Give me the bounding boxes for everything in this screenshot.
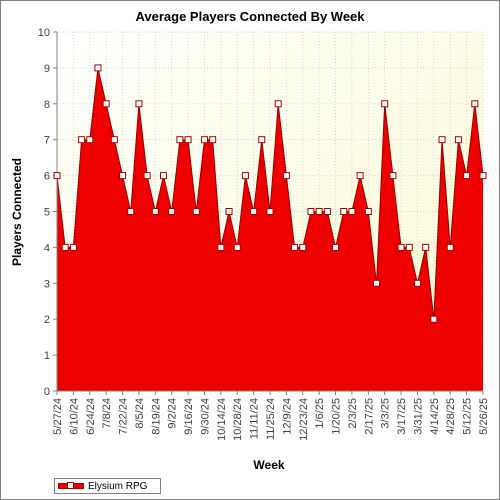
data-point	[160, 172, 167, 180]
y-tick-label: 5	[44, 207, 50, 219]
data-point	[86, 136, 94, 144]
data-point	[135, 100, 143, 108]
data-point	[184, 136, 192, 144]
x-tick-label: 9/16/24	[183, 398, 195, 435]
x-tick-label: 2/3/25	[347, 398, 359, 429]
data-point	[299, 243, 307, 251]
data-point	[405, 243, 413, 251]
x-tick-label: 11/11/24	[249, 398, 261, 439]
data-point	[250, 208, 258, 215]
x-tick-label: 9/30/24	[199, 398, 211, 435]
x-tick-label: 4/28/25	[445, 398, 457, 435]
x-tick-label: 6/10/24	[68, 398, 80, 435]
x-tick-label: 12/9/24	[281, 398, 293, 435]
data-point	[356, 172, 364, 180]
data-point	[454, 136, 462, 144]
x-tick-label: 8/5/24	[134, 398, 146, 429]
data-point	[381, 100, 389, 108]
y-tick-label: 9	[44, 63, 50, 75]
x-tick-label: 8/19/24	[150, 398, 162, 435]
data-point	[241, 172, 249, 180]
data-point	[340, 208, 348, 215]
x-tick-label: 7/22/24	[118, 398, 130, 435]
legend-swatch	[58, 481, 84, 491]
data-point	[209, 136, 217, 144]
data-point	[291, 243, 299, 251]
data-point	[479, 172, 487, 180]
x-tick-label: 5/12/25	[462, 398, 474, 435]
data-point	[471, 100, 479, 108]
data-point	[422, 243, 430, 251]
y-tick-label: 0	[44, 386, 50, 398]
data-point	[397, 243, 405, 251]
data-point	[373, 279, 380, 287]
data-point	[168, 208, 176, 215]
data-point	[53, 172, 61, 180]
data-point	[119, 172, 127, 180]
data-point	[143, 172, 151, 180]
data-point	[225, 208, 233, 215]
data-point	[176, 136, 184, 144]
data-point	[446, 243, 454, 251]
x-tick-label: 6/24/24	[85, 398, 97, 435]
x-axis-label: Week	[253, 458, 285, 472]
y-tick-label: 8	[44, 99, 50, 111]
x-tick-label: 5/27/24	[52, 398, 64, 435]
x-tick-label: 2/17/25	[363, 398, 375, 435]
y-tick-label: 4	[44, 242, 50, 254]
data-point	[438, 136, 446, 144]
y-tick-label: 10	[38, 27, 50, 39]
x-tick-label: 12/23/24	[298, 398, 310, 441]
data-point	[61, 243, 69, 251]
data-point	[282, 172, 290, 180]
data-point	[151, 208, 159, 215]
data-point	[430, 315, 438, 323]
data-point	[102, 100, 110, 108]
y-tick-label: 3	[44, 278, 50, 290]
data-point	[217, 243, 225, 251]
data-point	[323, 208, 331, 215]
x-tick-label: 1/6/25	[314, 398, 326, 429]
legend-label: Elysium RPG	[88, 480, 148, 492]
x-tick-label: 4/14/25	[429, 398, 441, 435]
data-point	[78, 136, 86, 144]
x-tick-label: 3/3/25	[380, 398, 392, 429]
data-point	[364, 208, 372, 215]
series-area	[57, 67, 483, 392]
x-tick-label: 1/20/25	[331, 398, 343, 435]
x-tick-label: 3/17/25	[396, 398, 408, 435]
data-point	[192, 208, 200, 215]
data-point	[307, 208, 315, 215]
y-tick-label: 7	[44, 135, 50, 147]
data-point	[258, 136, 266, 144]
x-tick-label: 9/2/24	[167, 398, 179, 429]
data-point	[69, 243, 77, 251]
x-tick-label: 7/8/24	[101, 398, 113, 429]
y-tick-label: 6	[44, 171, 50, 183]
data-point	[233, 243, 241, 251]
data-point	[274, 100, 282, 108]
y-tick-label: 1	[44, 350, 50, 362]
x-tick-label: 10/14/24	[216, 398, 228, 441]
data-point	[332, 243, 340, 251]
data-point	[200, 136, 208, 144]
data-point	[127, 208, 135, 215]
x-tick-label: 3/31/25	[412, 398, 424, 435]
data-point	[413, 279, 421, 287]
y-tick-label: 2	[44, 314, 50, 326]
data-point	[348, 208, 356, 215]
x-tick-label: 10/28/24	[232, 398, 244, 441]
data-point	[110, 136, 118, 144]
x-tick-label: 5/26/25	[478, 398, 490, 435]
data-point	[266, 208, 274, 215]
x-tick-label: 11/25/24	[265, 398, 277, 440]
data-point	[389, 172, 397, 180]
data-point	[463, 172, 471, 180]
chart-title: Average Players Connected By Week	[135, 9, 365, 24]
data-point	[94, 64, 102, 72]
legend: Elysium RPG	[54, 478, 161, 494]
data-point	[315, 208, 323, 215]
